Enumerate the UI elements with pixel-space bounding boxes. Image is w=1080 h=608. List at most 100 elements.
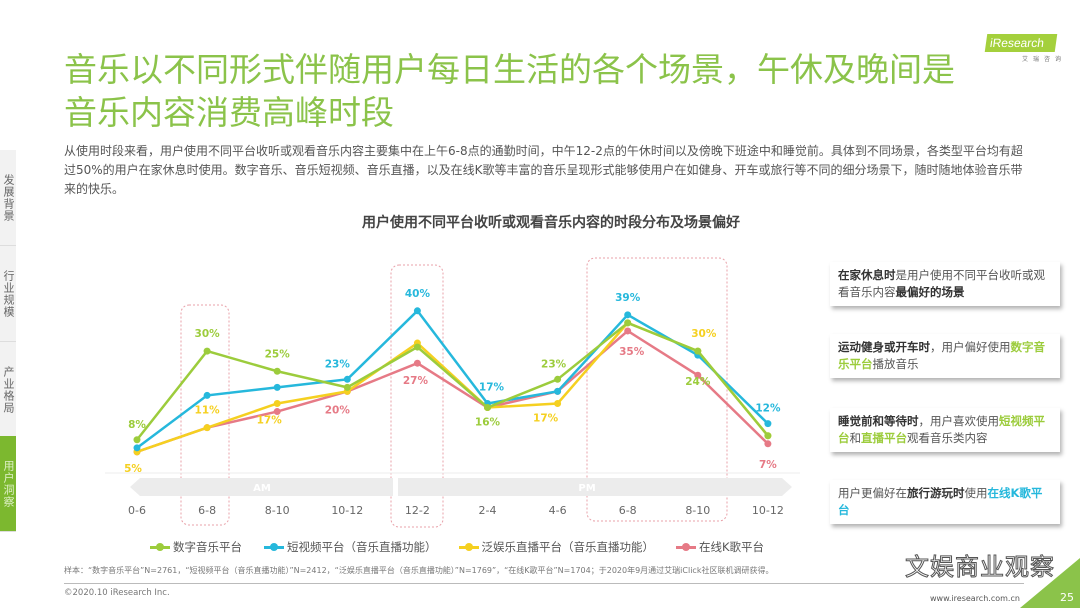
intro-paragraph: 从使用时段来看，用户使用不同平台收听或观看音乐内容主要集中在上午6-8点的通勤时… xyxy=(64,144,1023,196)
data-point xyxy=(624,311,632,319)
data-label: 17% xyxy=(533,412,559,424)
data-point xyxy=(554,399,562,407)
data-point xyxy=(413,359,421,367)
corner-decoration xyxy=(1020,558,1080,608)
legend-item: 数字音乐平台 xyxy=(150,539,242,555)
data-point xyxy=(203,347,211,355)
scenario-note: 用户更偏好在旅行游玩时使用在线K歌平台 xyxy=(830,480,1060,524)
data-point xyxy=(624,319,632,327)
series-line-3 xyxy=(136,329,769,454)
data-point xyxy=(764,420,772,428)
x-tick-label: 12-2 xyxy=(405,504,430,517)
legend-label: 数字音乐平台 xyxy=(173,540,242,554)
note-text: 观看音乐类内容 xyxy=(907,431,988,445)
note-text: 睡觉前和等待时 xyxy=(838,414,919,428)
website-url: www.iresearch.com.cn xyxy=(930,594,1020,603)
legend-label: 泛娱乐直播平台（音乐直播功能） xyxy=(481,540,655,554)
logo-subtitle: 艾瑞咨询 xyxy=(1022,56,1067,63)
x-tick-label: 0-6 xyxy=(128,504,146,517)
note-text: 使用 xyxy=(964,486,988,500)
data-point xyxy=(133,444,141,452)
x-tick-label: 10-12 xyxy=(331,504,363,517)
data-label: 16% xyxy=(475,417,501,429)
scenario-note: 运动健身或开车时，用户偏好使用数字音乐平台播放音乐 xyxy=(830,334,1060,378)
data-point xyxy=(273,408,281,416)
nav-item-3[interactable]: 用户洞察 xyxy=(0,436,16,532)
data-point xyxy=(694,371,702,379)
chart-legend: 数字音乐平台 短视频平台（音乐直播功能） 泛娱乐直播平台（音乐直播功能） 在线K歌平台 xyxy=(150,539,764,555)
data-point xyxy=(343,383,351,391)
data-label: 23% xyxy=(325,358,351,370)
legend-marker xyxy=(676,542,696,551)
data-label: 30% xyxy=(691,328,717,340)
chart-title: 用户使用不同平台收听或观看音乐内容的时段分布及场景偏好 xyxy=(362,215,740,231)
nav-item-2[interactable]: 产业格局 xyxy=(0,342,16,438)
data-point xyxy=(484,404,491,412)
data-point xyxy=(413,343,421,351)
legend-marker xyxy=(264,542,284,551)
data-label: 35% xyxy=(619,346,645,358)
x-tick-label: 8-10 xyxy=(685,504,710,517)
note-text: 在家休息时 xyxy=(838,268,896,282)
legend-marker xyxy=(458,542,479,551)
series-line-0 xyxy=(136,321,769,441)
page-number: 25 xyxy=(1060,591,1074,604)
nav-item-0[interactable]: 发展背景 xyxy=(0,150,16,246)
legend-item: 在线K歌平台 xyxy=(676,539,764,555)
data-point xyxy=(343,375,351,383)
note-text: ，用户偏好使用 xyxy=(930,340,1011,354)
data-point xyxy=(764,440,772,448)
data-label: 8% xyxy=(128,419,146,431)
x-tick-label: 6-8 xyxy=(198,504,216,517)
section-nav: 发展背景 行业规模 产业格局 用户洞察 xyxy=(0,150,24,532)
legend-label: 短视频平台（音乐直播功能） xyxy=(287,540,437,554)
data-label: 27% xyxy=(403,375,429,387)
page-title: 音乐以不同形式伴随用户每日生活的各个场景，午休及晚间是音乐内容消费高峰时段 xyxy=(64,50,955,132)
nav-item-1[interactable]: 行业规模 xyxy=(0,246,16,342)
note-text: 用户更偏好在 xyxy=(838,486,907,500)
data-point xyxy=(203,391,211,399)
highlight-box xyxy=(586,257,728,522)
note-text: 直播平台 xyxy=(861,431,907,445)
data-label: 30% xyxy=(195,328,221,340)
note-text: 旅行游玩时 xyxy=(907,486,965,500)
series-line-1 xyxy=(136,308,769,449)
x-tick-label: 8-10 xyxy=(265,504,290,517)
highlight-box xyxy=(180,304,230,526)
note-text: 是用户使用不同平台收听或观看音乐内容 xyxy=(838,268,1045,299)
legend-item: 泛娱乐直播平台（音乐直播功能） xyxy=(458,539,655,555)
sample-note: 样本：“数字音乐平台”N=2761，“短视频平台（音乐直播功能）”N=2412，… xyxy=(64,566,774,575)
note-text: 和 xyxy=(849,431,862,445)
scenario-note: 睡觉前和等待时，用户喜欢使用短视频平台和直播平台观看音乐类内容 xyxy=(830,408,1060,452)
note-text: 最偏好的场景 xyxy=(895,285,965,299)
note-text: 播放音乐 xyxy=(872,357,919,371)
legend-item: 短视频平台（音乐直播功能） xyxy=(264,539,437,555)
data-label: 20% xyxy=(325,404,351,416)
data-point xyxy=(413,307,421,315)
note-text: 数字音乐平台 xyxy=(838,340,1045,371)
note-text: 在线K歌平台 xyxy=(838,486,1043,517)
data-point xyxy=(133,436,141,444)
copyright: ©2020.10 iResearch Inc. xyxy=(64,588,170,598)
data-label: 24% xyxy=(685,376,711,388)
highlight-box xyxy=(390,264,444,528)
data-label: 17% xyxy=(257,414,283,426)
note-text: 运动健身或开车时 xyxy=(838,340,930,354)
data-label: 5% xyxy=(124,463,142,475)
data-label: 25% xyxy=(265,348,291,360)
data-label: 12% xyxy=(755,403,781,415)
x-tick-label: 4-6 xyxy=(549,504,567,517)
data-label: 23% xyxy=(541,358,567,370)
pm-band xyxy=(398,478,792,496)
data-point xyxy=(554,375,562,383)
x-tick-label: 6-8 xyxy=(619,504,637,517)
data-label: 17% xyxy=(479,381,505,393)
scenario-note: 在家休息时是用户使用不同平台收听或观看音乐内容最偏好的场景 xyxy=(830,262,1060,306)
data-point xyxy=(624,327,632,335)
data-label: 7% xyxy=(759,459,777,471)
legend-label: 在线K歌平台 xyxy=(699,540,765,554)
pm-label: PM xyxy=(578,483,595,494)
data-label: 11% xyxy=(195,405,221,417)
data-point xyxy=(764,432,772,440)
